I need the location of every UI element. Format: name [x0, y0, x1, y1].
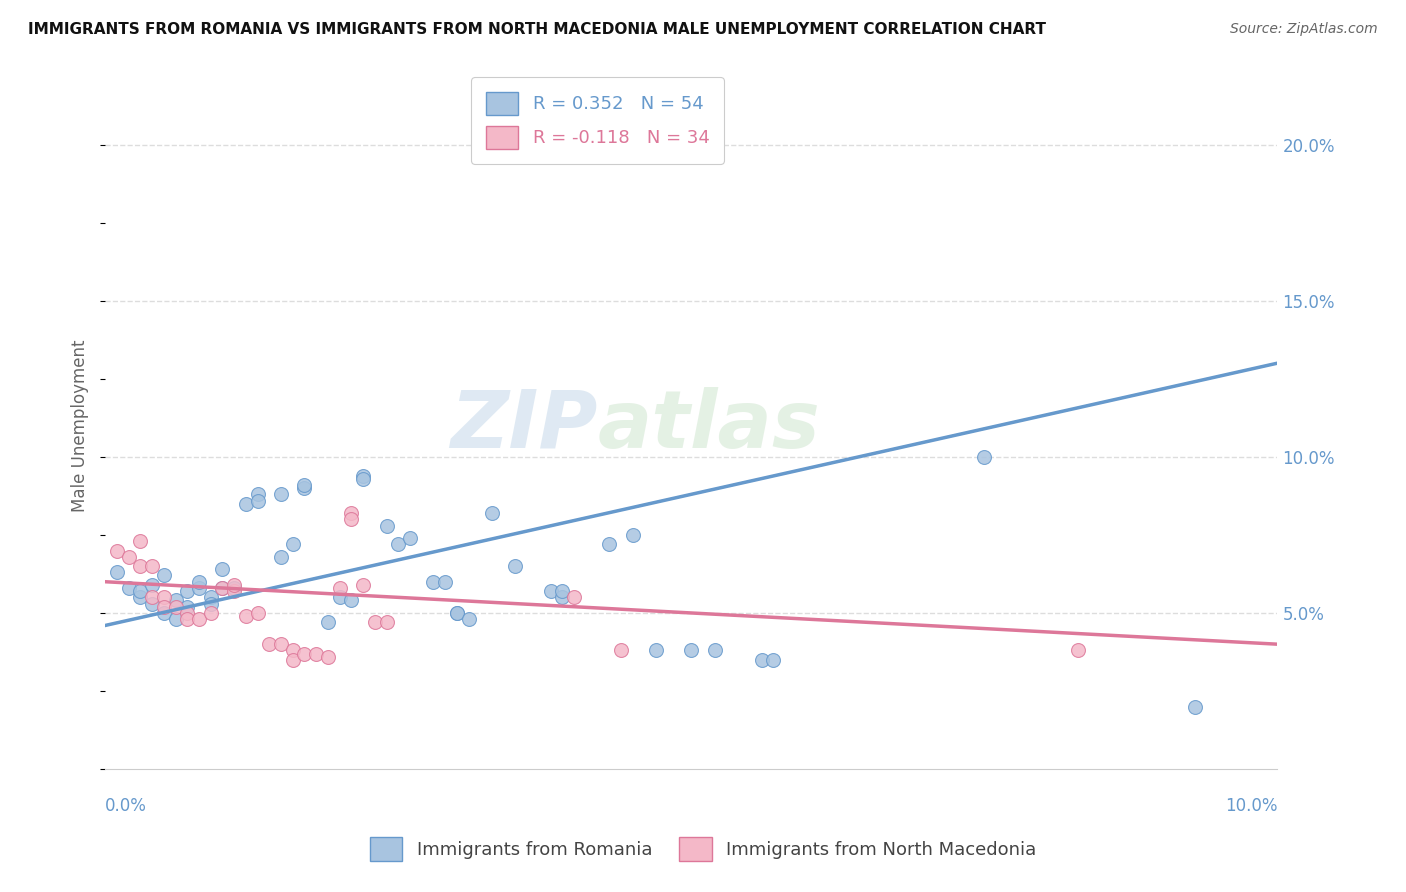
Point — [751, 653, 773, 667]
Point — [505, 559, 527, 574]
Point — [153, 591, 176, 605]
Point — [352, 578, 374, 592]
Point — [270, 637, 292, 651]
Point — [129, 559, 152, 574]
Point — [259, 637, 281, 651]
Text: Source: ZipAtlas.com: Source: ZipAtlas.com — [1230, 22, 1378, 37]
Point — [446, 606, 468, 620]
Point — [105, 566, 128, 580]
Text: atlas: atlas — [598, 386, 820, 465]
Point — [551, 584, 574, 599]
Legend: R = 0.352   N = 54, R = -0.118   N = 34: R = 0.352 N = 54, R = -0.118 N = 34 — [471, 78, 724, 163]
Point — [176, 584, 198, 599]
Point — [294, 481, 316, 495]
Point — [211, 581, 233, 595]
Point — [446, 606, 468, 620]
Point — [340, 593, 363, 607]
Point — [434, 574, 457, 589]
Point — [165, 599, 187, 614]
Point — [200, 591, 222, 605]
Point — [562, 591, 585, 605]
Point — [352, 472, 374, 486]
Point — [224, 578, 246, 592]
Text: 0.0%: 0.0% — [105, 797, 148, 814]
Text: ZIP: ZIP — [450, 386, 598, 465]
Point — [352, 468, 374, 483]
Point — [224, 581, 246, 595]
Point — [270, 487, 292, 501]
Point — [153, 568, 176, 582]
Text: 10.0%: 10.0% — [1225, 797, 1278, 814]
Point — [188, 581, 211, 595]
Point — [165, 593, 187, 607]
Point — [340, 506, 363, 520]
Point — [540, 584, 562, 599]
Point — [176, 612, 198, 626]
Point — [340, 512, 363, 526]
Point — [141, 559, 163, 574]
Point — [153, 606, 176, 620]
Point — [235, 497, 257, 511]
Point — [118, 581, 141, 595]
Point — [176, 599, 198, 614]
Point — [153, 599, 176, 614]
Point — [329, 591, 352, 605]
Point — [270, 549, 292, 564]
Y-axis label: Male Unemployment: Male Unemployment — [72, 339, 89, 512]
Point — [973, 450, 995, 464]
Point — [329, 581, 352, 595]
Point — [316, 615, 339, 630]
Point — [294, 647, 316, 661]
Text: IMMIGRANTS FROM ROMANIA VS IMMIGRANTS FROM NORTH MACEDONIA MALE UNEMPLOYMENT COR: IMMIGRANTS FROM ROMANIA VS IMMIGRANTS FR… — [28, 22, 1046, 37]
Point — [235, 609, 257, 624]
Point — [305, 647, 328, 661]
Point — [129, 534, 152, 549]
Point — [141, 578, 163, 592]
Legend: Immigrants from Romania, Immigrants from North Macedonia: Immigrants from Romania, Immigrants from… — [360, 829, 1046, 870]
Point — [1184, 699, 1206, 714]
Point — [281, 537, 304, 551]
Point — [105, 543, 128, 558]
Point — [200, 606, 222, 620]
Point — [129, 591, 152, 605]
Point — [141, 597, 163, 611]
Point — [703, 643, 725, 657]
Point — [364, 615, 387, 630]
Point — [118, 549, 141, 564]
Point — [224, 584, 246, 599]
Point — [681, 643, 703, 657]
Point — [621, 528, 644, 542]
Point — [457, 612, 479, 626]
Point — [316, 649, 339, 664]
Point — [1067, 643, 1090, 657]
Point — [294, 478, 316, 492]
Point — [141, 591, 163, 605]
Point — [165, 612, 187, 626]
Point — [129, 584, 152, 599]
Point — [375, 615, 398, 630]
Point — [246, 487, 269, 501]
Point — [281, 653, 304, 667]
Point — [387, 537, 409, 551]
Point — [481, 506, 503, 520]
Point — [598, 537, 620, 551]
Point — [375, 518, 398, 533]
Point — [176, 606, 198, 620]
Point — [211, 562, 233, 576]
Point — [200, 597, 222, 611]
Point — [399, 531, 422, 545]
Point — [246, 493, 269, 508]
Point — [188, 574, 211, 589]
Point — [762, 653, 785, 667]
Point — [422, 574, 444, 589]
Point — [246, 606, 269, 620]
Point — [610, 643, 633, 657]
Point — [551, 591, 574, 605]
Point — [281, 643, 304, 657]
Point — [211, 581, 233, 595]
Point — [645, 643, 668, 657]
Point — [188, 612, 211, 626]
